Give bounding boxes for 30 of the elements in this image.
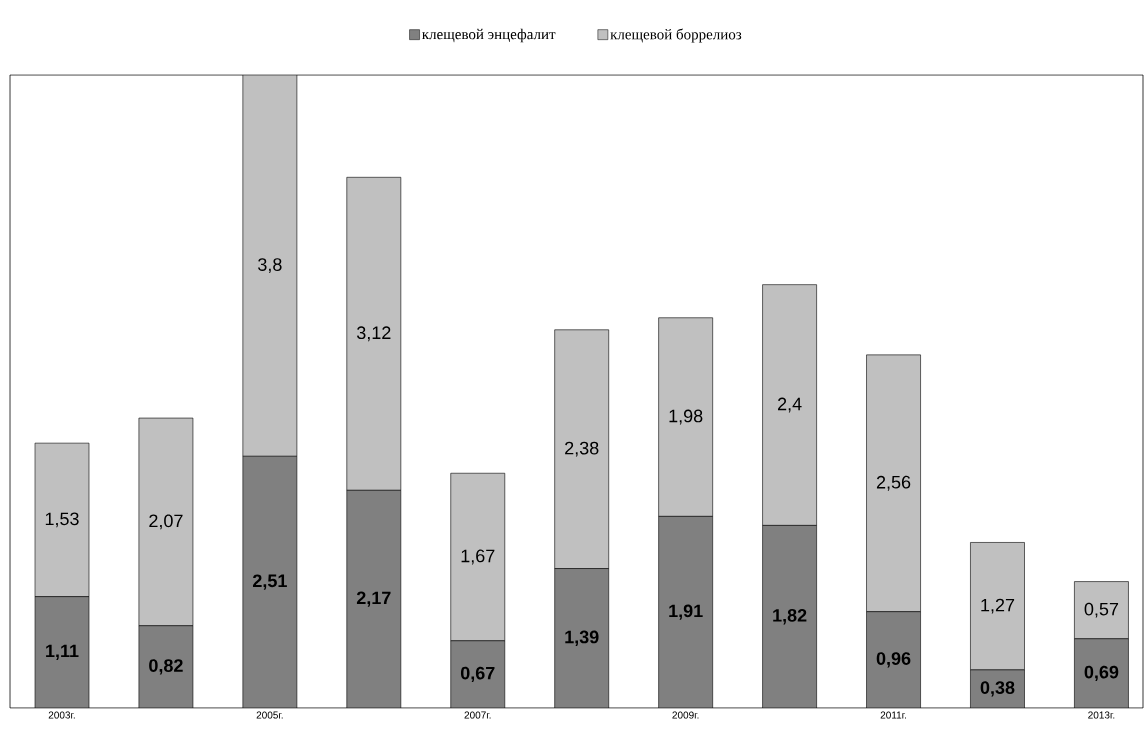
data-label: 3,8 [258, 258, 282, 274]
data-label: 1,82 [773, 609, 807, 625]
legend-label: клещевой боррелиоз [610, 28, 742, 43]
data-label: 1,11 [46, 644, 79, 660]
data-label: 1,67 [461, 549, 495, 565]
data-label: 2,51 [252, 574, 287, 590]
x-tick-label: 2007г. [464, 711, 491, 719]
data-label: 2,56 [876, 475, 911, 491]
x-tick-label: 2013г. [1088, 711, 1115, 719]
data-label: 0,38 [980, 681, 1015, 697]
data-label: 1,53 [45, 512, 79, 528]
data-label: 1,27 [981, 598, 1015, 614]
data-label: 1,39 [565, 630, 599, 646]
data-label: 2,07 [149, 514, 183, 530]
data-label: 2,4 [778, 397, 802, 413]
data-label: 0,69 [1084, 665, 1119, 682]
data-label: 0,96 [876, 652, 911, 668]
data-label: 0,57 [1084, 602, 1119, 618]
data-label: 0,82 [149, 659, 183, 675]
x-tick-label: 2005г. [256, 711, 283, 719]
data-label: 2,17 [356, 591, 391, 607]
data-label: 2,38 [565, 441, 599, 457]
x-tick-label: 2011г. [880, 711, 906, 719]
x-tick-label: 2009г. [672, 711, 699, 719]
legend-label: клещевой энцефалит [422, 28, 556, 43]
x-tick-label: 2003г. [48, 711, 75, 719]
data-label: 3,12 [356, 326, 391, 342]
data-label: 1,98 [669, 409, 703, 425]
data-label: 1,91 [669, 604, 703, 620]
data-label: 0,67 [460, 666, 495, 683]
